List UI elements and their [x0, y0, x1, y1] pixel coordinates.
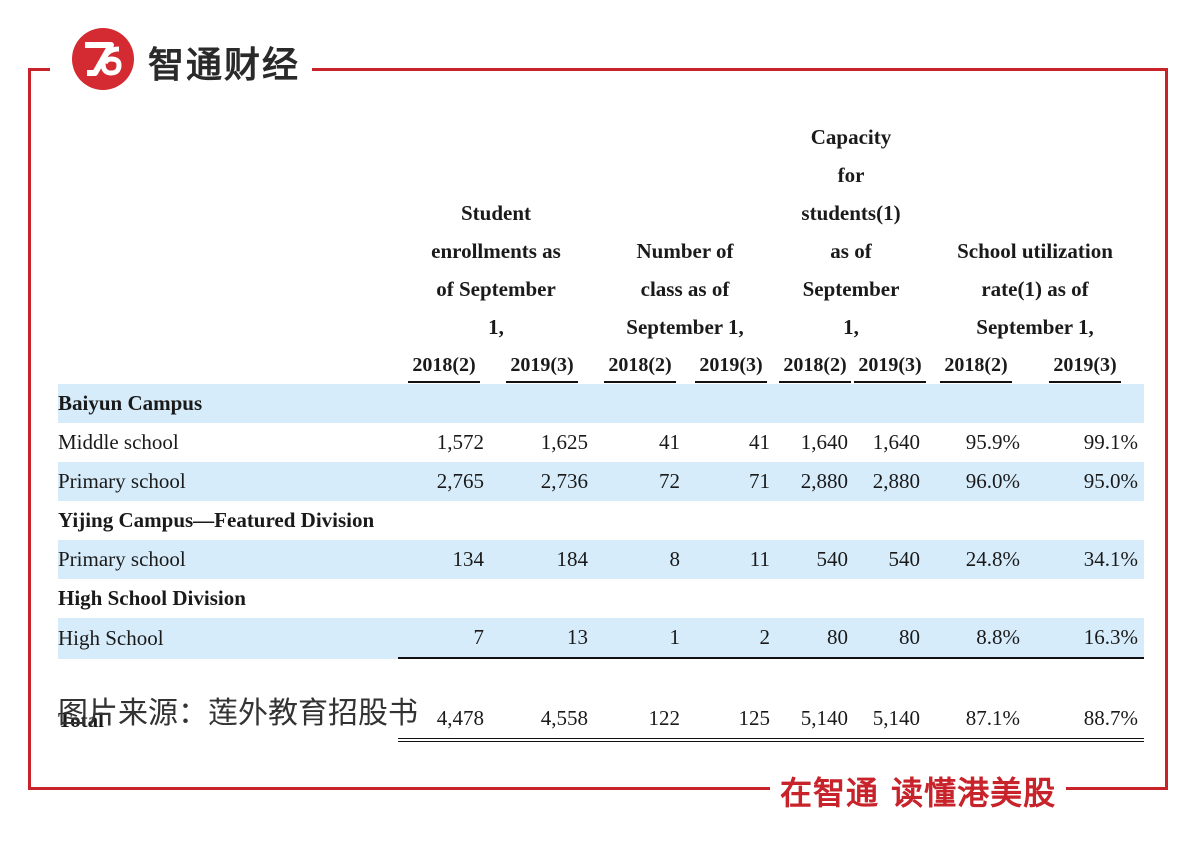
cell: 72	[594, 462, 686, 501]
cell: 2,880	[854, 462, 926, 501]
header-group-capacity: Capacity for students(1) as of September…	[801, 125, 901, 339]
cell: 99.1%	[1083, 430, 1138, 454]
enrollment-table: Student enrollments as of September 1, N…	[58, 118, 1144, 742]
header-year: 2019(3)	[854, 346, 926, 384]
section-title: Baiyun Campus	[58, 384, 398, 423]
section-row: Yijing Campus—Featured Division	[58, 501, 1144, 540]
total-cell: 125	[686, 699, 776, 742]
total-label: Total	[58, 708, 104, 732]
frame-right	[1165, 68, 1168, 790]
cell: 96.0%	[926, 462, 1026, 501]
cell: 2,765	[398, 462, 490, 501]
header-year: 2019(3)	[1026, 346, 1144, 384]
table-row: Primary school 134 184 8 11 540 540 24.8…	[58, 540, 1144, 579]
row-label: High School	[58, 618, 398, 659]
frame-top-right	[310, 68, 1168, 71]
row-label: Primary school	[58, 540, 398, 579]
total-row: Total 4,478 4,558 122 125 5,140 5,140 87…	[58, 699, 1144, 742]
section-title: High School Division	[58, 586, 246, 610]
cell: 7	[398, 618, 490, 659]
cell: 540	[854, 540, 926, 579]
brand-name: 智通财经	[148, 36, 313, 88]
total-cell: 4,558	[490, 699, 594, 742]
frame-top-left	[28, 68, 50, 71]
total-cell: 87.1%	[926, 699, 1026, 742]
cell: 41	[749, 430, 770, 454]
header-year: 2018(2)	[926, 346, 1026, 384]
header-year: 2018(2)	[776, 346, 854, 384]
cell: 71	[686, 462, 776, 501]
frame-bottom	[28, 787, 1168, 790]
total-cell: 5,140	[854, 699, 926, 742]
frame-left	[28, 68, 31, 790]
cell: 2,880	[776, 462, 854, 501]
header-label-col	[58, 118, 398, 346]
table-row: Primary school 2,765 2,736 72 71 2,880 2…	[58, 462, 1144, 501]
section-row: High School Division	[58, 579, 1144, 618]
cell: 41	[659, 430, 680, 454]
header-year: 2019(3)	[686, 346, 776, 384]
cell: 1,625	[540, 430, 588, 454]
cell: 34.1%	[1026, 540, 1144, 579]
cell: 1,572	[436, 430, 484, 454]
table-row: High School 7 13 1 2 80 80 8.8% 16.3%	[58, 618, 1144, 659]
section-row: Baiyun Campus	[58, 384, 1144, 423]
row-label: Middle school	[58, 430, 179, 454]
total-cell: 88.7%	[1026, 699, 1144, 742]
row-label: Primary school	[58, 462, 398, 501]
cell: 80	[776, 618, 854, 659]
cell: 95.9%	[965, 430, 1020, 454]
total-cell: 122	[594, 699, 686, 742]
cell: 8.8%	[926, 618, 1026, 659]
cell: 16.3%	[1026, 618, 1144, 659]
cell: 184	[490, 540, 594, 579]
header-group-utilization: School utilization rate(1) as of Septemb…	[957, 239, 1113, 339]
table-row: Middle school 1,572 1,625 41 41 1,640 1,…	[58, 423, 1144, 462]
cell: 1	[594, 618, 686, 659]
cell: 13	[490, 618, 594, 659]
header-year: 2018(2)	[594, 346, 686, 384]
cell: 24.8%	[926, 540, 1026, 579]
cell: 540	[776, 540, 854, 579]
cell: 2	[686, 618, 776, 659]
cell: 1,640	[872, 430, 920, 454]
cell: 80	[854, 618, 926, 659]
source-note: 图片来源：莲外教育招股书	[58, 696, 418, 731]
cell: 2,736	[490, 462, 594, 501]
header-group-enrollments: Student enrollments as of September 1,	[431, 201, 561, 339]
slogan: 在智通 读懂港美股	[770, 768, 1067, 814]
section-title: Yijing Campus—Featured Division	[58, 508, 375, 532]
total-cell: 5,140	[776, 699, 854, 742]
cell: 134	[398, 540, 490, 579]
header-group-classes: Number of class as of September 1,	[626, 239, 744, 339]
cell: 8	[594, 540, 686, 579]
cell: 95.0%	[1026, 462, 1144, 501]
cell: 11	[686, 540, 776, 579]
total-cell: 4,478	[398, 699, 490, 742]
cell: 1,640	[800, 430, 848, 454]
header-year: 2018(2)	[398, 346, 490, 384]
brand-logo-icon	[72, 28, 134, 90]
header-year: 2019(3)	[490, 346, 594, 384]
